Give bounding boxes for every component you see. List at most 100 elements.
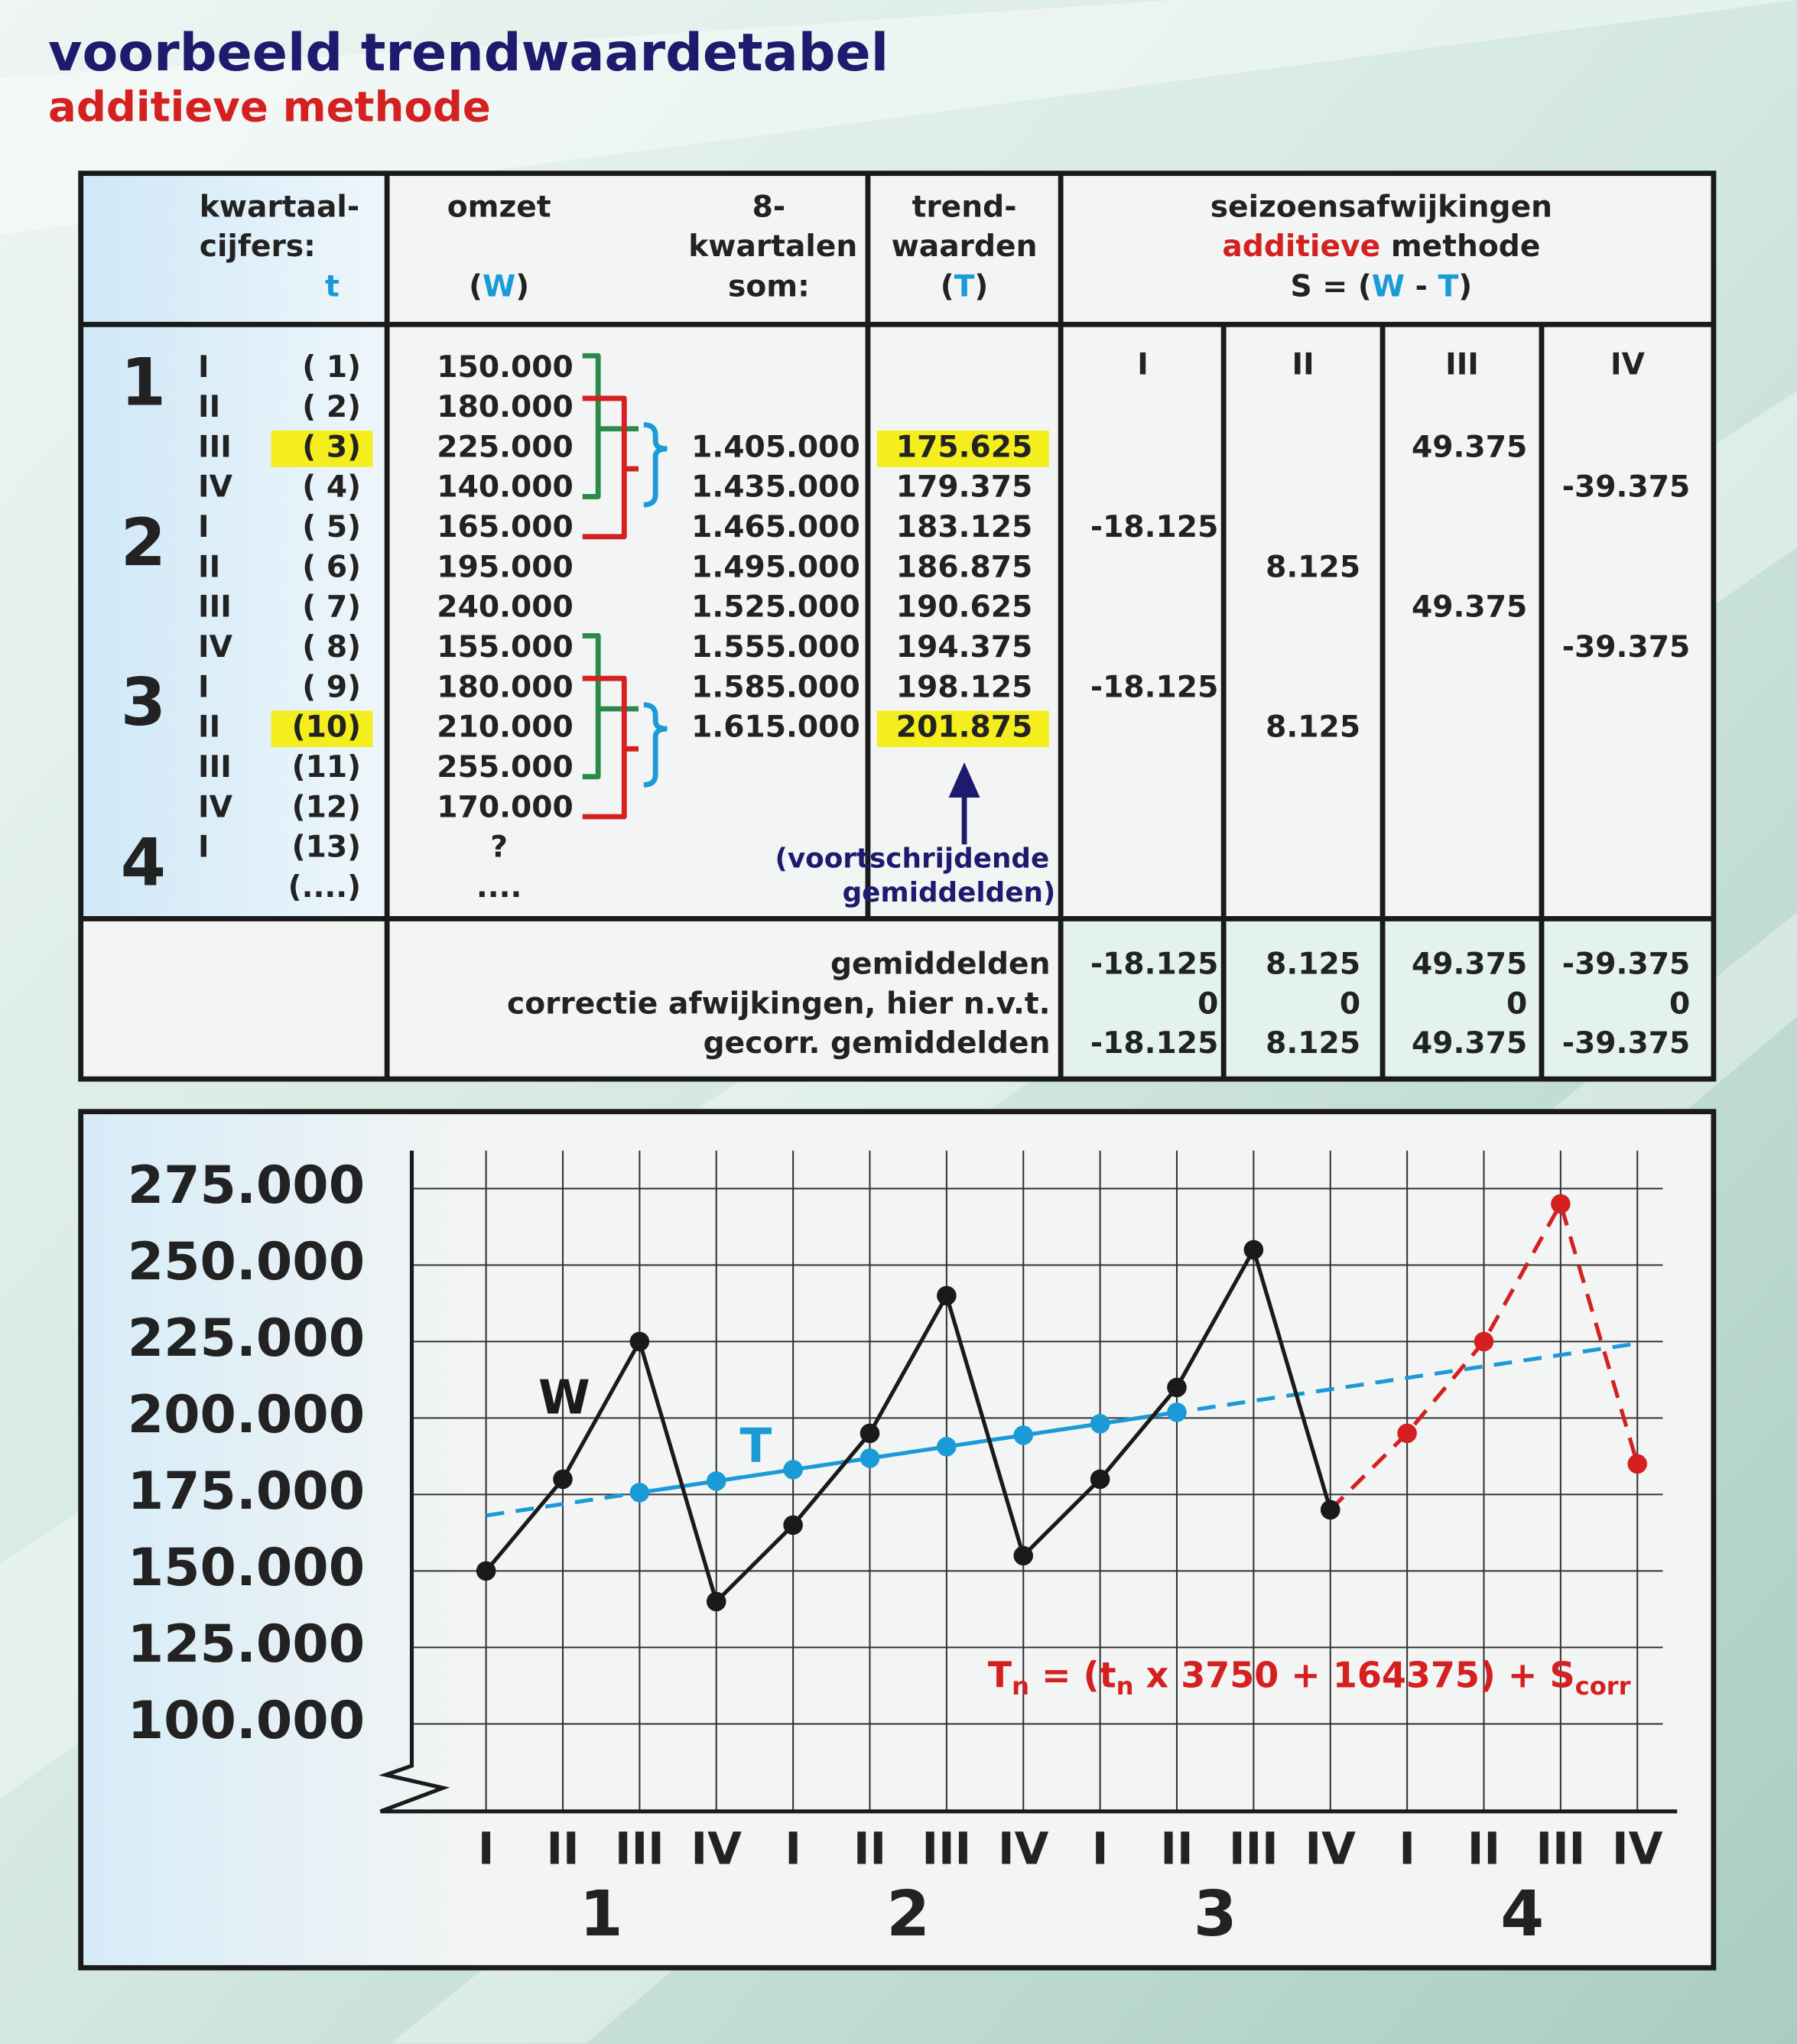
formula-part: n xyxy=(1116,1672,1134,1701)
season-header: III xyxy=(1445,347,1479,382)
point xyxy=(937,1285,957,1306)
cell-text: 255.000 xyxy=(437,750,573,785)
cell-text: 190.625 xyxy=(896,590,1032,625)
header-text-part: seizoensafwijkingen xyxy=(1210,190,1552,224)
cell-text: ( 7) xyxy=(302,590,361,625)
x-tick-label: II xyxy=(1467,1823,1500,1875)
series-label: W xyxy=(538,1371,590,1425)
point xyxy=(783,1460,803,1480)
cell-text: 194.375 xyxy=(896,630,1032,665)
x-tick-label: II xyxy=(1160,1823,1193,1875)
header-text: omzet xyxy=(447,190,551,224)
x-tick-label: III xyxy=(1536,1823,1586,1875)
cell-text: .... xyxy=(476,870,522,905)
header-text-part: cijfers: xyxy=(200,229,316,263)
cell-text: 1.555.000 xyxy=(691,630,860,665)
highlight xyxy=(876,710,1049,748)
cell-text: IV xyxy=(198,630,233,665)
point xyxy=(783,1515,803,1535)
x-tick-label: I xyxy=(1399,1823,1415,1875)
cell-text: III xyxy=(198,430,232,464)
group-label: 1 xyxy=(580,1878,623,1951)
x-tick-label: IV xyxy=(1612,1823,1663,1875)
series-line xyxy=(639,1410,1178,1495)
cell-text: 140.000 xyxy=(437,470,573,505)
group-label: 2 xyxy=(886,1878,930,1951)
point xyxy=(1551,1194,1571,1214)
cell-text: -39.375 xyxy=(1562,630,1690,665)
point xyxy=(1090,1414,1110,1434)
cell-text: ( 5) xyxy=(302,510,361,544)
footer-value: 0 xyxy=(1506,986,1527,1021)
header-text-part: ( xyxy=(469,269,483,304)
footer-label: gemiddelden xyxy=(830,947,1051,981)
year-label: 2 xyxy=(121,505,166,581)
series-label: T xyxy=(739,1419,772,1474)
cell-text: -18.125 xyxy=(1090,670,1218,704)
highlight xyxy=(876,431,1049,467)
y-tick-label: 150.000 xyxy=(128,1538,365,1598)
footer-value: 49.375 xyxy=(1412,947,1527,981)
cell-text: 49.375 xyxy=(1412,430,1527,464)
season-header: I xyxy=(1137,347,1149,382)
cell-text: I xyxy=(198,830,210,865)
group-label: 4 xyxy=(1500,1878,1544,1951)
cell-text: ( 1) xyxy=(302,350,361,385)
footer-label: correctie afwijkingen, hier n.v.t. xyxy=(507,986,1051,1021)
cell-text: III xyxy=(198,750,232,785)
year-label: 1 xyxy=(121,346,166,421)
footer-value: -18.125 xyxy=(1090,947,1218,981)
point xyxy=(476,1561,496,1581)
point xyxy=(1013,1545,1034,1566)
point xyxy=(860,1423,880,1444)
season-header: IV xyxy=(1610,347,1646,382)
point xyxy=(1627,1454,1648,1474)
formula-part: corr xyxy=(1575,1672,1631,1701)
header-text: kwartaal- xyxy=(200,190,359,224)
brace xyxy=(643,422,668,508)
point xyxy=(1397,1423,1417,1444)
header-text-part: methode xyxy=(1380,229,1540,263)
cell-text: II xyxy=(198,390,220,424)
header-text-part: ) xyxy=(1458,269,1472,304)
point xyxy=(1167,1377,1187,1398)
footer-value: 8.125 xyxy=(1266,947,1360,981)
header-text: (T) xyxy=(941,269,989,304)
header-text-part: T xyxy=(954,269,975,304)
cell-text: (13) xyxy=(292,830,361,865)
header-text-part: trend- xyxy=(912,190,1017,224)
footer-value: -39.375 xyxy=(1562,1026,1690,1061)
cell-text: 180.000 xyxy=(437,670,573,704)
cell-text: 195.000 xyxy=(437,550,573,584)
cell-bg xyxy=(387,173,1714,919)
point xyxy=(629,1331,650,1352)
y-tick-label: 100.000 xyxy=(128,1691,365,1751)
y-tick-label: 275.000 xyxy=(128,1155,365,1216)
cell-text: -39.375 xyxy=(1562,470,1690,505)
cell-text: ( 8) xyxy=(302,630,361,665)
point xyxy=(1167,1402,1187,1422)
header-text-part: ) xyxy=(515,269,529,304)
header-text-part: kwartalen xyxy=(688,229,857,263)
footer-value: 8.125 xyxy=(1266,1026,1360,1061)
table-border xyxy=(78,171,1717,1082)
brace xyxy=(582,633,639,780)
header-text-part: W xyxy=(483,269,515,304)
footer-label: gecorr. gemiddelden xyxy=(704,1026,1051,1061)
cell-text: I xyxy=(198,510,210,544)
header-text-part: W xyxy=(1372,269,1405,304)
cell-text: 240.000 xyxy=(437,590,573,625)
point xyxy=(1474,1331,1494,1352)
cell-text: 186.875 xyxy=(896,550,1032,584)
cell-text: (....) xyxy=(288,870,361,905)
cell-bg xyxy=(80,918,1061,1080)
cell-text: 225.000 xyxy=(437,430,573,464)
x-tick-label: IV xyxy=(1305,1823,1357,1875)
header-text-part: S = ( xyxy=(1291,269,1372,304)
chart-border xyxy=(78,1109,1717,1971)
header-text: 8- xyxy=(752,190,786,224)
header-text-part: ) xyxy=(974,269,988,304)
header-text: seizoensafwijkingen xyxy=(1210,190,1552,224)
cell-text: 8.125 xyxy=(1266,550,1360,584)
y-tick-label: 200.000 xyxy=(128,1385,365,1445)
